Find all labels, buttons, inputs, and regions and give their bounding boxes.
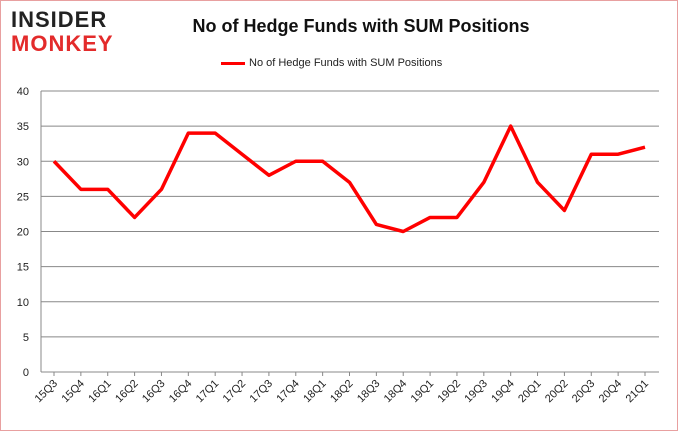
y-tick-label: 15 [17,262,29,274]
x-tick-label: 17Q2 [221,378,249,406]
y-tick-label: 40 [17,86,29,98]
y-tick-label: 0 [23,367,29,379]
x-tick-label: 18Q3 [355,378,383,406]
x-tick-label: 18Q4 [382,378,410,406]
y-tick-label: 20 [17,227,29,239]
y-tick-label: 35 [17,121,29,133]
logo-line2: MONKEY [11,31,114,56]
y-tick-label: 30 [17,156,29,168]
series-line [52,124,646,234]
x-tick-label: 19Q3 [462,378,490,406]
y-tick-label: 25 [17,191,29,203]
legend: No of Hedge Funds with SUM Positions [221,55,442,71]
logo-line1: INSIDER [11,7,108,32]
x-tick-label: 16Q1 [86,378,114,406]
x-tick-label: 19Q2 [436,378,464,406]
chart-title: No of Hedge Funds with SUM Positions [192,16,530,36]
x-tick-label: 19Q4 [489,378,517,406]
x-tick-label: 16Q3 [140,378,168,406]
insider-monkey-logo: INSIDER MONKEY [9,7,129,57]
x-tick-label: 15Q3 [33,378,61,406]
y-tick-label: 10 [17,297,29,309]
x-tick-label: 17Q1 [194,378,222,406]
x-tick-label: 15Q4 [59,378,87,406]
x-tick-label: 20Q1 [516,378,544,406]
x-tick-label: 16Q4 [167,378,195,406]
legend-label: No of Hedge Funds with SUM Positions [249,57,443,69]
y-tick-label: 5 [23,332,29,344]
legend-swatch [221,61,245,65]
x-tick-label: 21Q1 [624,378,652,406]
x-tick-label: 16Q2 [113,378,141,406]
x-tick-label: 20Q3 [570,378,598,406]
x-tick-label: 19Q1 [409,378,437,406]
x-tick-label: 18Q2 [328,378,356,406]
x-tick-label: 18Q1 [301,378,329,406]
x-tick-label: 17Q3 [248,378,276,406]
x-tick-label: 17Q4 [274,378,302,406]
x-tick-label: 20Q2 [543,378,571,406]
x-tick-label: 20Q4 [597,378,625,406]
